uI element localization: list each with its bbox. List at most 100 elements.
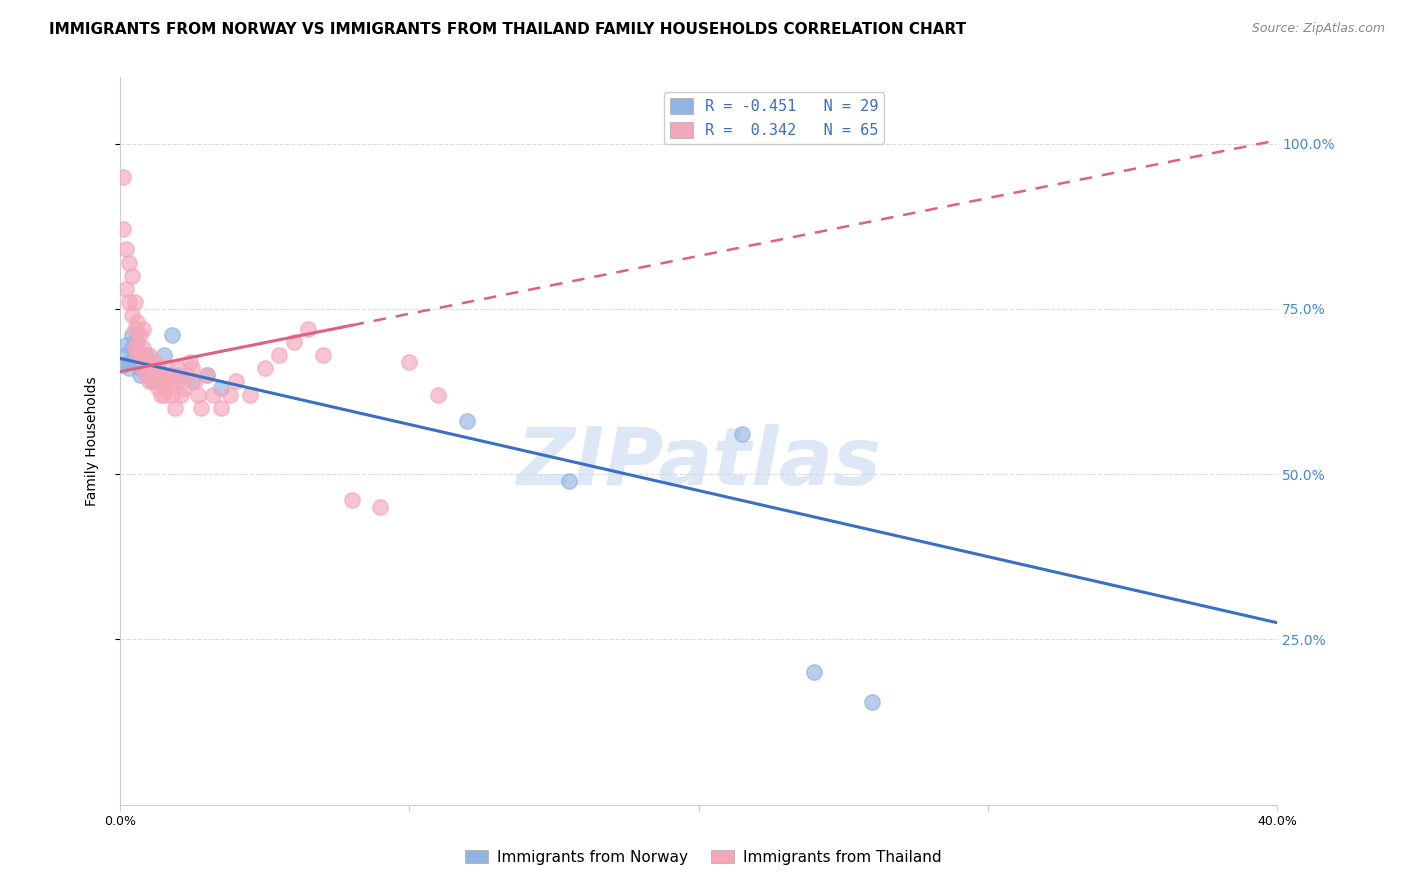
Point: [146, 381, 169, 395]
Point: [127, 348, 149, 362]
Point: [179, 354, 201, 368]
Point: [253, 361, 276, 376]
Point: [456, 414, 478, 428]
Point: [165, 401, 187, 415]
Point: [176, 368, 198, 382]
Point: [124, 295, 146, 310]
Point: [115, 338, 138, 352]
Text: Source: ZipAtlas.com: Source: ZipAtlas.com: [1251, 22, 1385, 36]
Point: [860, 695, 883, 709]
Legend: Immigrants from Norway, Immigrants from Thailand: Immigrants from Norway, Immigrants from …: [458, 844, 948, 871]
Point: [129, 348, 152, 362]
Point: [143, 354, 166, 368]
Point: [184, 375, 207, 389]
Point: [138, 375, 160, 389]
Point: [135, 354, 157, 368]
Point: [132, 321, 155, 335]
Point: [160, 328, 183, 343]
Point: [135, 368, 157, 382]
Point: [141, 375, 163, 389]
Point: [138, 361, 160, 376]
Point: [803, 665, 825, 680]
Point: [118, 361, 141, 376]
Point: [225, 375, 247, 389]
Point: [370, 500, 392, 514]
Point: [149, 368, 172, 382]
Point: [124, 354, 146, 368]
Point: [118, 354, 141, 368]
Point: [138, 354, 160, 368]
Point: [138, 348, 160, 362]
Point: [121, 328, 143, 343]
Point: [181, 375, 204, 389]
Point: [219, 388, 242, 402]
Point: [340, 493, 363, 508]
Point: [398, 354, 420, 368]
Point: [170, 388, 193, 402]
Point: [190, 401, 212, 415]
Point: [157, 368, 180, 382]
Point: [209, 401, 232, 415]
Point: [115, 348, 138, 362]
Point: [187, 388, 209, 402]
Point: [167, 368, 190, 382]
Point: [181, 361, 204, 376]
Point: [127, 315, 149, 329]
Point: [115, 282, 138, 296]
Point: [155, 361, 177, 376]
Point: [731, 427, 754, 442]
Point: [167, 375, 190, 389]
Point: [141, 375, 163, 389]
Point: [152, 375, 174, 389]
Point: [121, 268, 143, 283]
Point: [269, 348, 291, 362]
Point: [239, 388, 262, 402]
Point: [152, 348, 174, 362]
Point: [127, 334, 149, 349]
Point: [124, 321, 146, 335]
Point: [195, 368, 218, 382]
Point: [160, 375, 183, 389]
Point: [129, 368, 152, 382]
Point: [129, 361, 152, 376]
Point: [112, 222, 135, 236]
Point: [152, 388, 174, 402]
Point: [167, 361, 190, 376]
Text: ZIPatlas: ZIPatlas: [516, 424, 882, 502]
Point: [427, 388, 450, 402]
Point: [143, 368, 166, 382]
Y-axis label: Family Households: Family Households: [86, 376, 100, 506]
Point: [173, 381, 195, 395]
Point: [311, 348, 333, 362]
Point: [124, 342, 146, 356]
Point: [201, 388, 224, 402]
Point: [143, 368, 166, 382]
Point: [132, 354, 155, 368]
Point: [115, 242, 138, 256]
Point: [118, 255, 141, 269]
Point: [132, 342, 155, 356]
Point: [112, 358, 135, 372]
Point: [149, 388, 172, 402]
Point: [155, 381, 177, 395]
Point: [118, 295, 141, 310]
Point: [160, 388, 183, 402]
Point: [141, 361, 163, 376]
Point: [557, 474, 579, 488]
Legend: R = -0.451   N = 29, R =  0.342   N = 65: R = -0.451 N = 29, R = 0.342 N = 65: [664, 93, 884, 145]
Point: [135, 348, 157, 362]
Point: [112, 169, 135, 184]
Point: [297, 321, 319, 335]
Text: IMMIGRANTS FROM NORWAY VS IMMIGRANTS FROM THAILAND FAMILY HOUSEHOLDS CORRELATION: IMMIGRANTS FROM NORWAY VS IMMIGRANTS FRO…: [49, 22, 966, 37]
Point: [127, 328, 149, 343]
Point: [121, 309, 143, 323]
Point: [283, 334, 305, 349]
Point: [129, 328, 152, 343]
Point: [121, 342, 143, 356]
Point: [209, 381, 232, 395]
Point: [132, 361, 155, 376]
Point: [195, 368, 218, 382]
Point: [146, 361, 169, 376]
Point: [127, 348, 149, 362]
Point: [124, 348, 146, 362]
